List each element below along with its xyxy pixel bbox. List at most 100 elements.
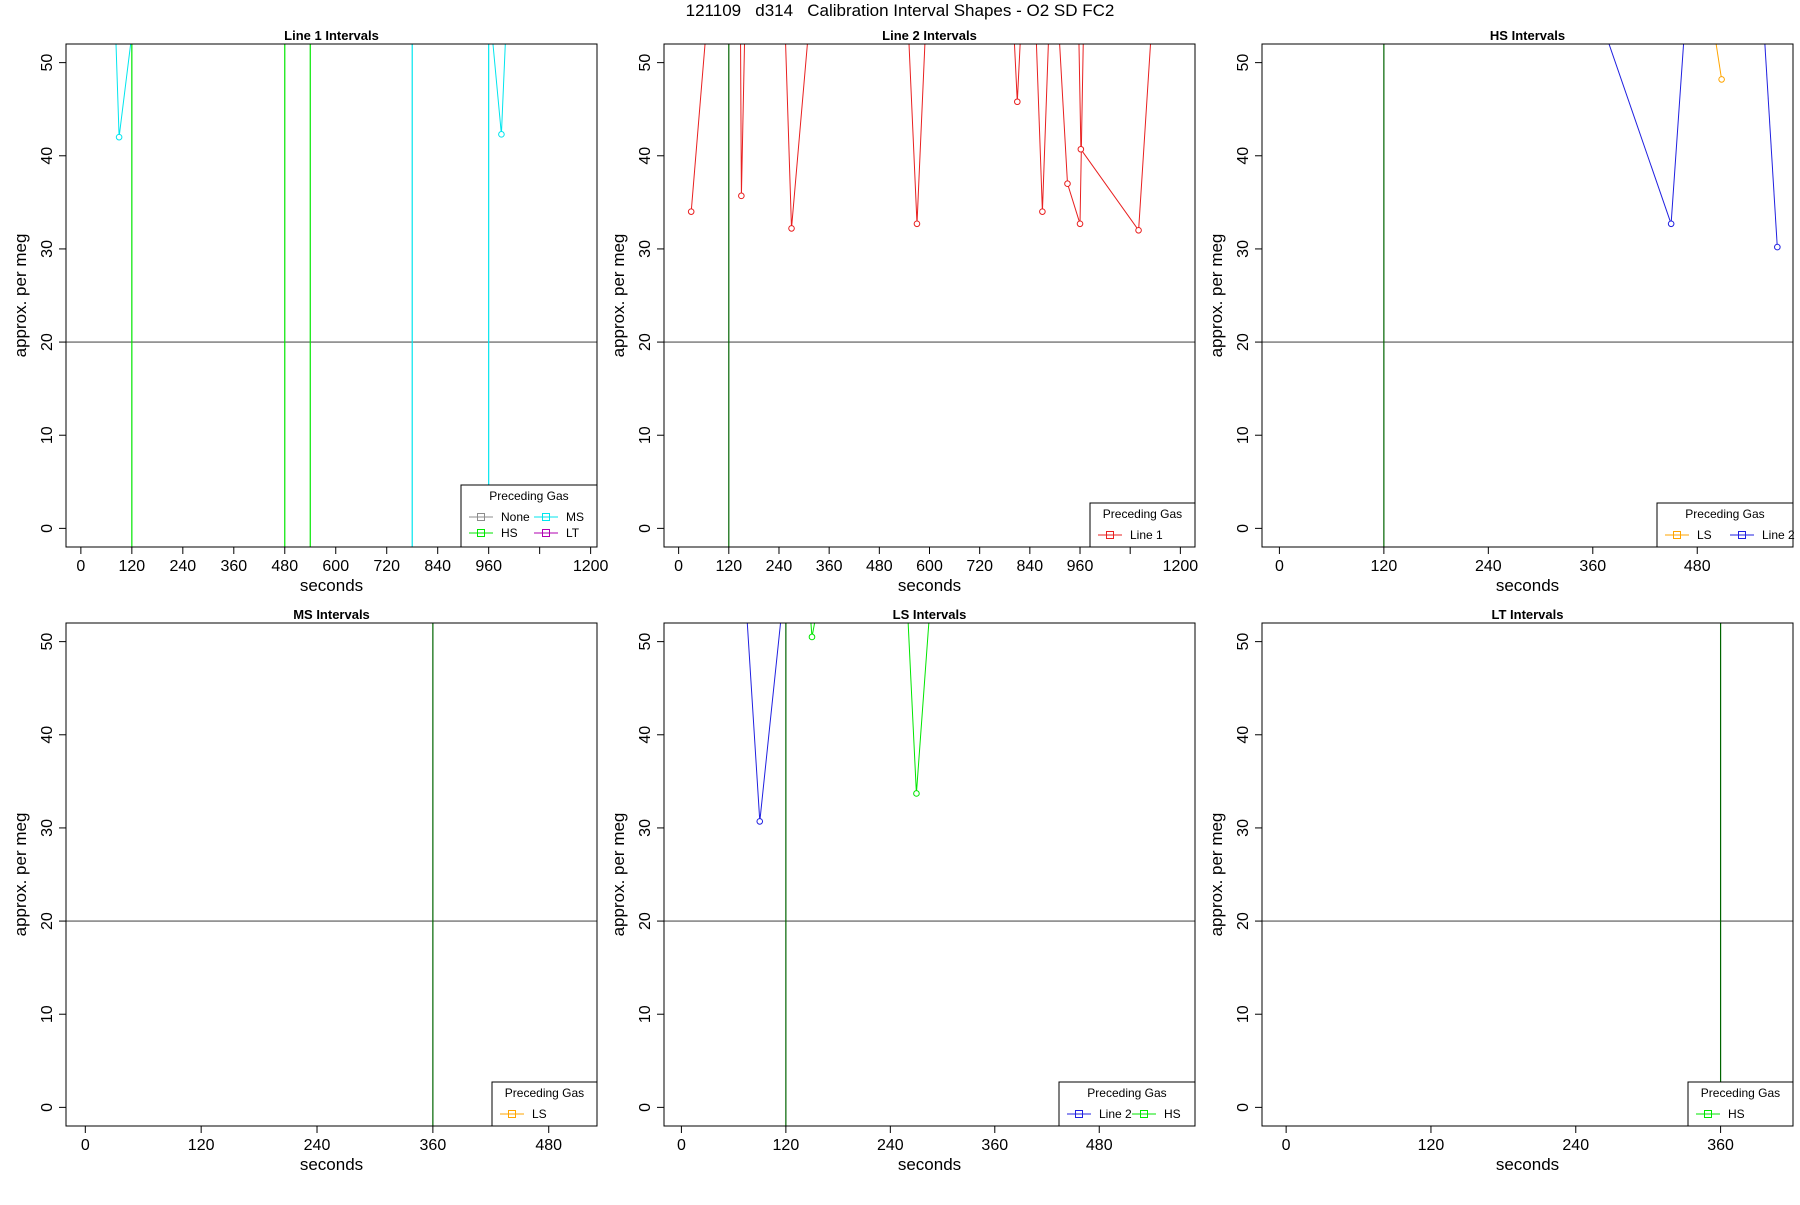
y-tick-label: 40 <box>637 147 654 165</box>
y-tick-label: 30 <box>1235 819 1252 837</box>
panel-title: HS Intervals <box>1490 28 1565 43</box>
data-point <box>738 192 745 200</box>
legend-item-marker <box>1075 1110 1083 1118</box>
x-tick-label: 480 <box>271 558 298 575</box>
y-tick-label: 30 <box>1235 240 1252 258</box>
panel-title: LT Intervals <box>1491 607 1563 622</box>
x-tick-label: 120 <box>118 558 145 575</box>
x-tick-label: 240 <box>1475 558 1502 575</box>
plot-frame <box>1261 622 1794 1127</box>
legend-box <box>1687 1081 1794 1127</box>
x-tick-label: 120 <box>715 558 742 575</box>
y-tick-label: 50 <box>1235 633 1252 651</box>
x-tick-label: 120 <box>188 1137 215 1154</box>
data-point <box>756 818 764 825</box>
x-axis-label: seconds <box>300 576 363 595</box>
x-tick-label: 960 <box>1067 558 1094 575</box>
y-tick-label: 40 <box>1235 147 1252 165</box>
x-tick-label: 0 <box>1275 558 1284 575</box>
legend-item-marker <box>1738 531 1746 539</box>
y-tick-label: 0 <box>637 524 654 533</box>
x-tick-label: 120 <box>773 1137 800 1154</box>
series-line <box>1764 44 1778 248</box>
x-tick-label: 0 <box>677 1137 686 1154</box>
legend-title: Preceding Gas <box>1701 1086 1780 1100</box>
y-axis-label: approx. per meg <box>11 813 30 937</box>
series-line <box>690 44 706 212</box>
data-point <box>808 633 816 641</box>
y-axis-label: approx. per meg <box>1207 813 1226 937</box>
x-axis-label: seconds <box>1496 1155 1559 1174</box>
y-tick-label: 40 <box>39 726 56 744</box>
y-tick-label: 50 <box>637 54 654 72</box>
y-tick-label: 50 <box>637 633 654 651</box>
x-tick-label: 360 <box>220 558 247 575</box>
series-line <box>492 44 506 135</box>
legend-label: Line 1 <box>1130 528 1163 542</box>
x-tick-label: 600 <box>322 558 349 575</box>
y-tick-label: 20 <box>1235 912 1252 930</box>
legend-item-marker <box>1106 531 1114 539</box>
x-tick-label: 0 <box>81 1137 90 1154</box>
legend: Preceding Gas HS <box>1687 1081 1794 1127</box>
legend-item-marker <box>1673 531 1681 539</box>
panel-6: LT Intervals 0 120 240 360 0 10 20 30 40 50 seconds… <box>1207 607 1794 1174</box>
y-axis-label: approx. per meg <box>11 234 30 358</box>
legend-label: MS <box>566 510 584 524</box>
x-tick-label: 240 <box>304 1137 331 1154</box>
y-tick-label: 20 <box>1235 333 1252 351</box>
series-line <box>1013 44 1021 102</box>
legend-title: Preceding Gas <box>489 489 568 503</box>
x-tick-label: 120 <box>1371 558 1398 575</box>
plot-area <box>66 44 597 547</box>
data-point <box>788 225 795 232</box>
x-tick-label: 240 <box>1562 1137 1589 1154</box>
x-tick-label: 840 <box>424 558 451 575</box>
x-tick-label: 240 <box>766 558 793 575</box>
legend-title: Preceding Gas <box>505 1086 584 1100</box>
series-line <box>1035 44 1049 212</box>
y-tick-label: 20 <box>39 912 56 930</box>
series-line <box>1078 44 1152 232</box>
series-line <box>908 44 926 224</box>
y-tick-label: 0 <box>1235 1103 1252 1112</box>
data-point <box>498 131 505 138</box>
legend: Preceding Gas Line 1 <box>1089 502 1196 548</box>
data-point <box>1077 145 1085 153</box>
y-tick-label: 10 <box>1235 1005 1252 1023</box>
panel-title: Line 2 Intervals <box>882 28 977 43</box>
legend-label: LT <box>566 526 580 540</box>
y-axis-label: approx. per meg <box>1207 234 1226 358</box>
y-tick-label: 20 <box>637 912 654 930</box>
x-tick-label: 720 <box>373 558 400 575</box>
legend-box <box>1656 502 1794 548</box>
x-tick-label: 360 <box>420 1137 447 1154</box>
y-tick-label: 40 <box>39 147 56 165</box>
data-point <box>1039 208 1046 215</box>
legend: Preceding Gas None HS MS LT <box>460 484 598 548</box>
legend-item-marker <box>1704 1110 1712 1118</box>
y-tick-label: 40 <box>1235 726 1252 744</box>
x-tick-label: 360 <box>981 1137 1008 1154</box>
x-tick-label: 360 <box>1707 1137 1734 1154</box>
legend-item-marker <box>477 529 485 537</box>
series-line <box>1715 44 1723 80</box>
legend-label: None <box>501 510 530 524</box>
legend-item-marker <box>542 513 550 521</box>
plot-frame <box>65 622 598 1127</box>
plot-frame <box>65 43 598 548</box>
plot-area <box>1262 623 1793 1126</box>
y-tick-label: 0 <box>1235 524 1252 533</box>
x-tick-label: 840 <box>1016 558 1043 575</box>
data-point <box>115 133 123 141</box>
legend: Preceding Gas LS <box>491 1081 598 1127</box>
y-tick-label: 0 <box>637 1103 654 1112</box>
series-line <box>740 44 746 196</box>
x-tick-label: 480 <box>1684 558 1711 575</box>
x-axis-label: seconds <box>300 1155 363 1174</box>
x-tick-label: 480 <box>1086 1137 1113 1154</box>
x-tick-label: 360 <box>816 558 843 575</box>
legend-item-marker <box>477 513 485 521</box>
y-tick-label: 0 <box>39 524 56 533</box>
